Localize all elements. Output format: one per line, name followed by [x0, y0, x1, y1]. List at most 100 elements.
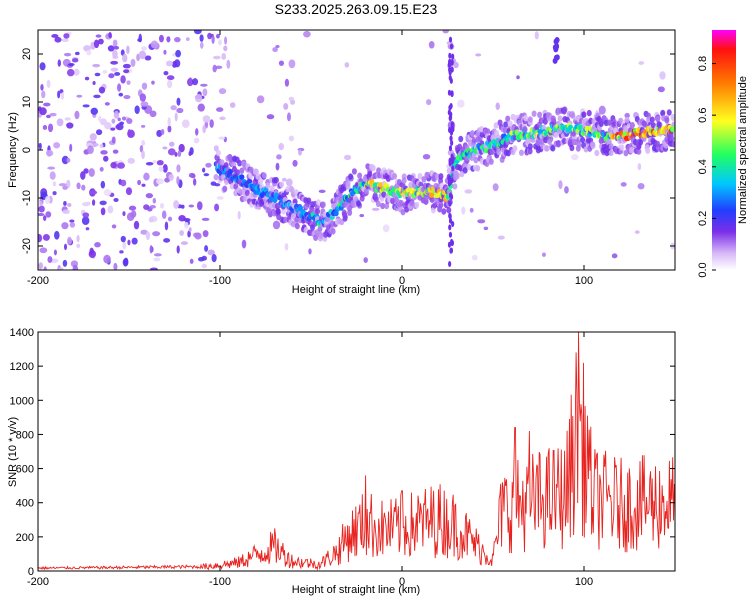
spectrogram-ridge-halo [347, 209, 353, 216]
spectrogram-ridge-halo [642, 121, 648, 128]
spectrogram-ridge-halo [666, 109, 672, 116]
spectrogram-noise-blob [63, 33, 70, 39]
spectrogram-noise-blob [207, 32, 212, 40]
spectrogram-ridge-halo [345, 180, 351, 187]
spectrogram-noise-blob [207, 249, 215, 256]
spectrogram-noise-blob [107, 45, 115, 52]
spectrogram-ridge-halo [496, 148, 502, 156]
spectrogram-noise-blob [76, 243, 81, 249]
spectrogram-noise-blob [457, 99, 465, 108]
spectrogram-noise-blob [554, 43, 560, 50]
snr-ytick-label: 1400 [10, 327, 34, 339]
spectrogram-noise-blob [89, 190, 98, 195]
spectrogram-noise-blob [611, 253, 618, 259]
spectrogram-ridge-halo [489, 148, 495, 155]
spectrogram-noise-blob [181, 119, 190, 129]
spectrogram-ridge-core [578, 124, 584, 130]
spectrogram-ridge-halo [421, 176, 427, 183]
spectrogram-noise-blob [382, 224, 390, 233]
spectrogram-ridge-core [671, 126, 675, 132]
snr-panel: -200 -100 0 100 0 200 400 600 800 1000 1200 1400 H… [7, 327, 676, 596]
spectrogram-xtick-label: -100 [209, 275, 231, 287]
spectrogram-noise-blob [176, 164, 181, 173]
colorbar-label: Normalized spectral amplitude [737, 76, 749, 224]
spectrogram-noise-blob [92, 81, 96, 85]
spectrogram-streak [448, 74, 452, 81]
spectrogram-noise-blob [275, 162, 280, 171]
spectrogram-noise-blob [62, 185, 68, 190]
snr-xtick-label: 0 [399, 576, 405, 588]
spectrogram-noise-blob [218, 136, 226, 140]
spectrogram-noise-blob [148, 217, 154, 223]
spectrogram-streak [448, 114, 453, 121]
spectrogram-ridge-core [246, 178, 253, 185]
spectrogram-noise-blob [553, 54, 559, 61]
spectrogram-xtick-label: 0 [399, 275, 405, 287]
spectrogram-noise-blob [216, 196, 224, 200]
spectrogram-ridge-halo [527, 143, 533, 150]
spectrogram-ridge-halo [469, 130, 475, 137]
spectrogram-streak [448, 145, 453, 152]
colorbar-ticks: 0.0 0.2 0.4 0.6 0.8 [697, 56, 716, 278]
spectrogram-noise-blob [216, 33, 220, 39]
spectrogram-ridge-halo [583, 146, 589, 153]
spectrogram-noise-blob [76, 234, 80, 243]
spectrogram-ridge-halo [235, 169, 241, 176]
spectrogram-noise-blob [199, 34, 204, 42]
spectrogram-noise-blob [80, 171, 86, 180]
spectrogram-noise-blob [202, 230, 209, 238]
spectrogram-noise-blob [61, 38, 69, 42]
spectrogram-noise-blob [281, 177, 287, 182]
spectrogram-ytick-label: -20 [21, 238, 33, 254]
spectrogram-ridge-halo [279, 181, 285, 188]
spectrogram-noise-blob [103, 189, 112, 197]
spectrogram-noise-blob [620, 182, 627, 187]
spectrogram-noise-blob [308, 248, 312, 255]
spectrogram-noise-blob [98, 86, 106, 94]
spectrogram-noise-blob [110, 161, 117, 169]
spectrogram-noise-blob [125, 187, 133, 196]
spectrogram-ridge-halo [306, 197, 312, 204]
snr-x-label: Height of straight line (km) [292, 584, 420, 596]
spectrogram-ridge-halo [242, 195, 248, 202]
spectrogram-ridge-halo [547, 138, 553, 145]
spectrogram-noise-blob [188, 77, 193, 86]
snr-xtick-label: -100 [209, 576, 231, 588]
chart-title: S233.2025.263.09.15.E23 [275, 1, 438, 17]
spectrogram-noise-blob [82, 201, 90, 207]
spectrogram-noise-blob [122, 116, 127, 121]
spectrogram-ridge-halo [452, 183, 458, 190]
spectrogram-y-label: Frequency (Hz) [7, 112, 19, 188]
spectrogram-streak [447, 89, 452, 96]
spectrogram-streak [448, 200, 452, 207]
spectrogram-ridge-halo [213, 173, 219, 181]
spectrogram-noise-blob [156, 129, 163, 138]
spectrogram-noise-blob [149, 204, 156, 209]
spectrogram-noise-blob [45, 211, 52, 218]
spectrogram-streak [448, 224, 452, 231]
spectrogram-noise-blob [288, 135, 294, 142]
spectrogram-noise-blob [122, 241, 127, 250]
spectrogram-noise-blob [163, 70, 169, 76]
spectrogram-ridge-core [239, 174, 245, 180]
spectrogram-noise-blob [162, 164, 168, 173]
spectrogram-noise-blob [150, 267, 158, 270]
spectrogram-noise-blob [64, 117, 71, 121]
spectrogram-noise-blob [464, 189, 473, 194]
spectrogram-ridge-halo [488, 158, 494, 165]
spectrogram-noise-blob [477, 219, 486, 224]
spectrogram-noise-blob [145, 161, 154, 166]
spectrogram-streak [450, 240, 455, 247]
spectrogram-noise-blob [113, 110, 120, 119]
spectrogram-noise-blob [214, 183, 221, 187]
spectrogram-ridge-halo [348, 173, 354, 180]
spectrogram-ridge-halo [291, 212, 297, 220]
spectrogram-noise-blob [99, 143, 104, 148]
spectrogram-noise-blob [126, 80, 131, 85]
spectrogram-ridge-halo [317, 225, 323, 233]
spectrogram-ridge-halo [542, 118, 548, 125]
spectrogram-noise-blob [98, 38, 104, 45]
spectrogram-noise-blob [483, 226, 489, 231]
spectrogram-streak [451, 53, 455, 60]
spectrogram-ridge-halo [355, 200, 361, 207]
